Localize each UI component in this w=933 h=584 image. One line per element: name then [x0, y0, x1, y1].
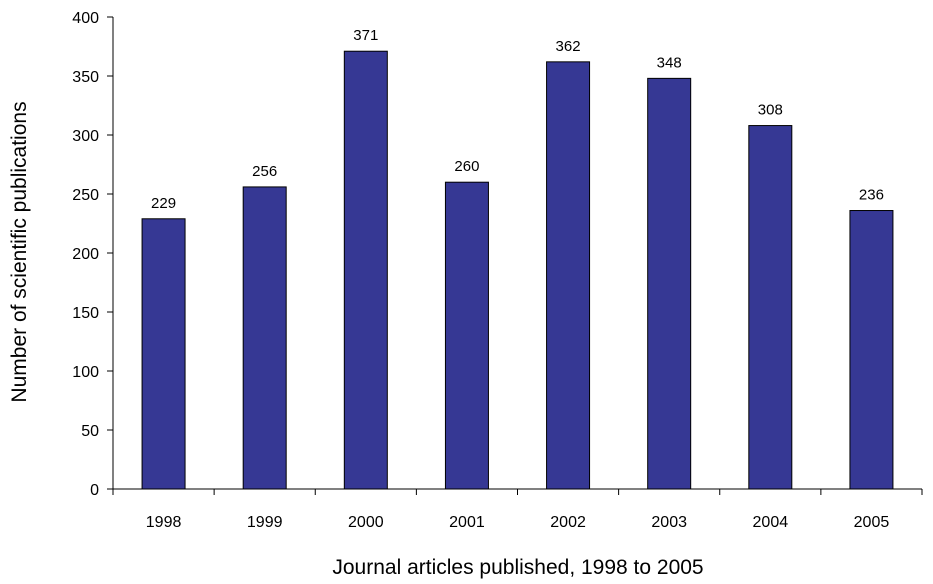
y-axis-title: Number of scientific publications [8, 101, 31, 402]
y-tick-label: 100 [72, 364, 99, 381]
data-label-1999: 256 [252, 163, 277, 180]
bar-2004 [748, 125, 793, 490]
x-tick-label: 2000 [348, 514, 384, 531]
bar-2000 [343, 50, 388, 490]
x-tick-label: 2004 [753, 514, 789, 531]
data-label-2001: 260 [454, 158, 479, 175]
bar-2003 [647, 77, 692, 490]
bar-2002 [546, 61, 591, 490]
y-tick-label: 200 [72, 246, 99, 263]
bar-2005 [849, 210, 894, 490]
y-tick-label: 150 [72, 305, 99, 322]
data-label-2000: 371 [353, 27, 378, 44]
bar-2001 [444, 181, 489, 490]
x-tick-label: 2001 [449, 514, 485, 531]
x-axis-title: Journal articles published, 1998 to 2005 [332, 556, 703, 579]
y-tick-label: 250 [72, 187, 99, 204]
x-tick-label: 2002 [550, 514, 586, 531]
data-label-2002: 362 [556, 38, 581, 55]
y-axis-ticks: 0 50 100 150 200 250 300 350 400 [72, 10, 113, 499]
data-labels: 229 256 371 260 362 348 308 236 [151, 27, 884, 212]
data-label-2003: 348 [657, 54, 682, 71]
data-label-1998: 229 [151, 195, 176, 212]
bar-1999 [242, 186, 287, 490]
x-axis-ticks: 1998 1999 2000 2001 2002 2003 2004 2005 [112, 489, 923, 531]
y-tick-label: 350 [72, 69, 99, 86]
y-tick-label: 0 [90, 482, 99, 499]
x-tick-label: 1999 [247, 514, 283, 531]
data-label-2004: 308 [758, 102, 783, 119]
bar-1998 [141, 218, 186, 490]
y-tick-label: 50 [81, 423, 99, 440]
x-tick-label: 2005 [854, 514, 890, 531]
x-tick-label: 1998 [146, 514, 182, 531]
y-tick-label: 300 [72, 128, 99, 145]
data-label-2005: 236 [859, 187, 884, 204]
y-tick-label: 400 [72, 10, 99, 27]
bar-series [141, 50, 894, 490]
x-tick-label: 2003 [651, 514, 687, 531]
